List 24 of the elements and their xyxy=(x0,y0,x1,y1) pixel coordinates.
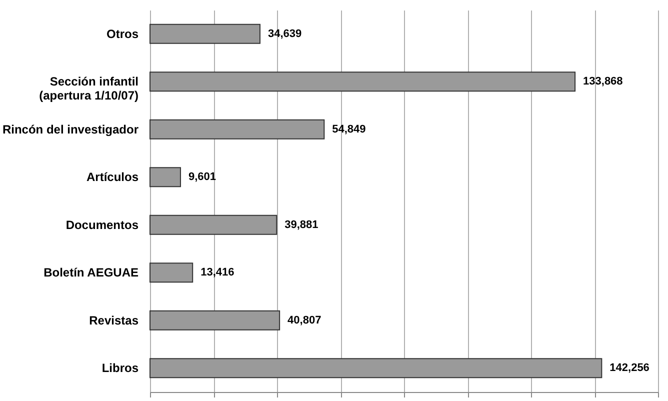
bar xyxy=(150,310,280,330)
data-label: 40,807 xyxy=(288,314,322,326)
y-tick-label: Sección infantil (apertura 1/10/07) xyxy=(39,74,138,103)
data-label: 34,639 xyxy=(268,28,302,40)
y-tick-label: Libros xyxy=(102,361,139,376)
y-tick-label: Otros xyxy=(106,26,139,41)
y-tick-label: Artículos xyxy=(86,170,139,184)
y-tick-label: Boletín AEGUAE xyxy=(44,266,138,280)
data-label: 54,849 xyxy=(332,123,366,136)
bar xyxy=(150,119,325,140)
y-tick-label: Documentos xyxy=(66,218,139,232)
bar xyxy=(150,358,602,378)
data-label: 13,416 xyxy=(200,266,234,279)
bar xyxy=(150,167,181,188)
bar xyxy=(150,24,260,44)
bar xyxy=(150,72,576,92)
data-label: 39,881 xyxy=(284,218,318,231)
bar xyxy=(150,214,278,235)
data-label: 133,868 xyxy=(583,76,623,88)
data-label: 9,601 xyxy=(188,171,216,184)
data-label: 142,256 xyxy=(610,362,650,374)
bar xyxy=(150,262,194,283)
y-tick-label: Rincón del investigador xyxy=(2,122,139,136)
y-tick-label: Revistas xyxy=(89,313,139,328)
